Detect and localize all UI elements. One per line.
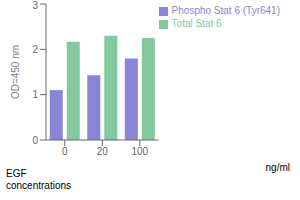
svg-text:0: 0	[62, 146, 68, 157]
svg-text:0: 0	[32, 135, 38, 146]
html-text:concentrations: concentrations	[6, 180, 71, 191]
svg-text:20: 20	[97, 146, 109, 157]
svg-text:2: 2	[32, 44, 38, 55]
html-text:Total Stat 6: Total Stat 6	[171, 18, 222, 29]
svg-text:1: 1	[32, 89, 38, 100]
html-text:Phospho Stat 6 (Tyr641): Phospho Stat 6 (Tyr641)	[171, 5, 280, 16]
svg-text:OD=450 nm: OD=450 nm	[10, 45, 21, 99]
svg-text:100: 100	[131, 146, 148, 157]
html-text:EGF: EGF	[6, 168, 27, 179]
html-text:ng/ml: ng/ml	[265, 162, 290, 173]
svg-text:3: 3	[32, 0, 38, 11]
